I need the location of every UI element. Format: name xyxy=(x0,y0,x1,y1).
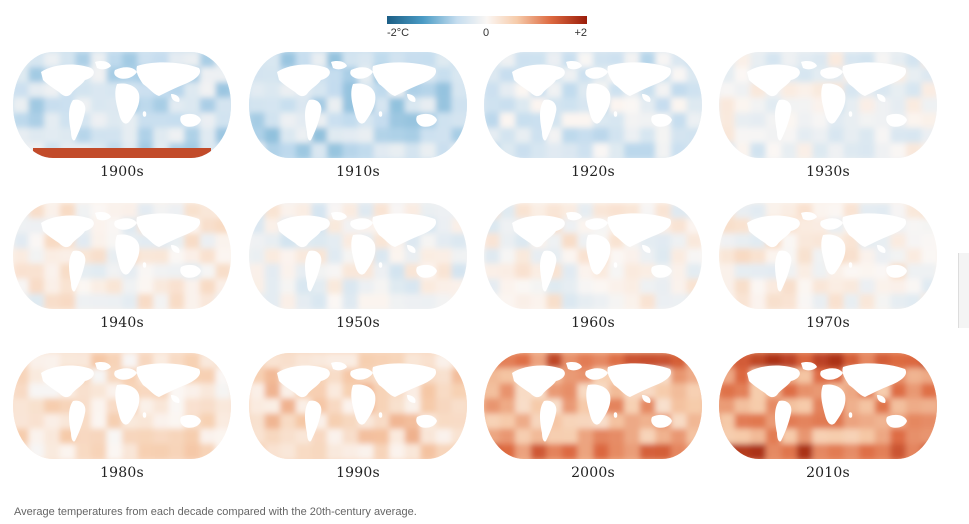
world-map xyxy=(249,353,467,459)
decade-label: 1930s xyxy=(806,164,850,180)
decade-label: 1920s xyxy=(571,164,615,180)
legend-min-label: -2°C xyxy=(387,27,410,39)
decade-label: 1900s xyxy=(100,164,144,180)
world-map xyxy=(484,52,702,158)
decade-label: 1910s xyxy=(336,164,380,180)
world-map xyxy=(249,52,467,158)
map-cell: 1960s xyxy=(484,203,702,331)
legend-max-label: +2 xyxy=(574,27,587,39)
decade-label: 2010s xyxy=(806,465,850,481)
world-map xyxy=(249,203,467,309)
decade-label: 1950s xyxy=(336,315,380,331)
decade-label: 1970s xyxy=(806,315,850,331)
world-map xyxy=(719,353,937,459)
map-cell: 1970s xyxy=(719,203,937,331)
legend-color-bar xyxy=(387,16,587,24)
map-cell: 2010s xyxy=(719,353,937,481)
world-map xyxy=(13,203,231,309)
map-cell: 1950s xyxy=(249,203,467,331)
color-legend: -2°C 0 +2 xyxy=(387,16,587,46)
scrollbar[interactable] xyxy=(958,253,969,328)
world-map xyxy=(719,52,937,158)
world-map xyxy=(484,353,702,459)
world-map xyxy=(484,203,702,309)
decade-map-grid: 1900s 1910s 1920s 1930s 1940s 1950s 1960… xyxy=(13,52,938,492)
map-cell: 1980s xyxy=(13,353,231,481)
legend-mid-label: 0 xyxy=(483,27,490,39)
decade-label: 1990s xyxy=(336,465,380,481)
decade-label: 1960s xyxy=(571,315,615,331)
map-cell: 1990s xyxy=(249,353,467,481)
decade-label: 1940s xyxy=(100,315,144,331)
map-cell: 1920s xyxy=(484,52,702,180)
decade-label: 2000s xyxy=(571,465,615,481)
map-cell: 1940s xyxy=(13,203,231,331)
map-cell: 1930s xyxy=(719,52,937,180)
map-cell: 1910s xyxy=(249,52,467,180)
world-map xyxy=(13,52,231,158)
figure-caption: Average temperatures from each decade co… xyxy=(14,506,417,518)
map-cell: 2000s xyxy=(484,353,702,481)
world-map xyxy=(719,203,937,309)
map-cell: 1900s xyxy=(13,52,231,180)
decade-label: 1980s xyxy=(100,465,144,481)
world-map xyxy=(13,353,231,459)
